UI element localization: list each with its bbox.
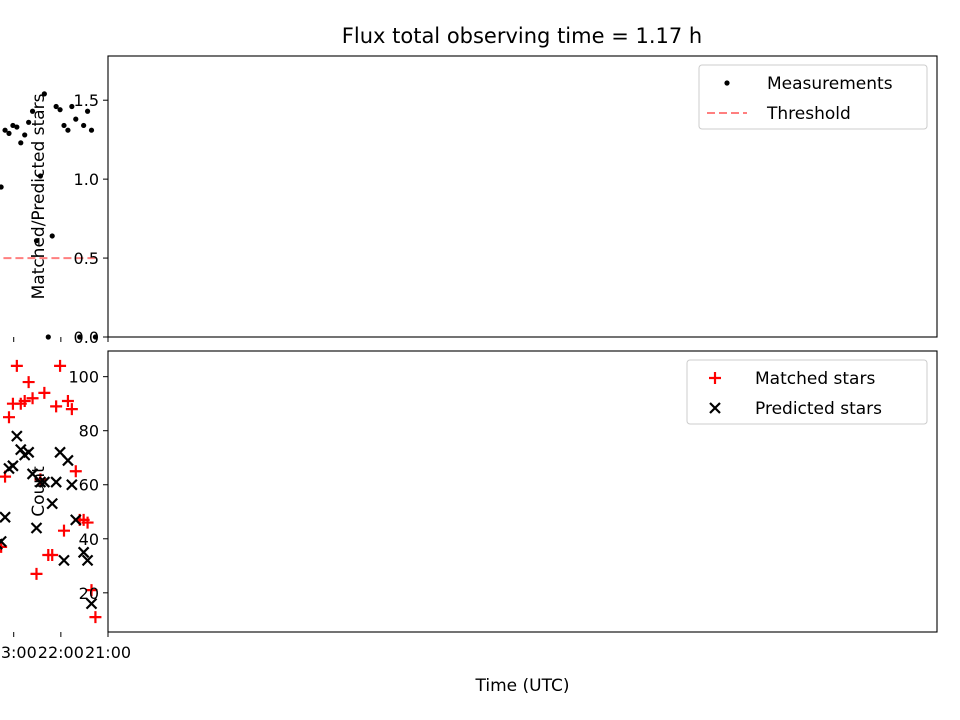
bottom-panel: 2040608010021:0022:0023:0000:0001:0002:0… [0,350,938,696]
y-tick-label: 0.5 [74,249,99,268]
data-point [3,462,15,475]
legend-marker [709,372,721,384]
data-point [85,584,98,597]
x-tick-label: 22:00 [38,643,84,662]
data-point [15,443,27,456]
legend: Measurements Threshold [698,64,928,130]
legend-label: Threshold [766,104,851,124]
data-point [54,446,66,459]
data-point [57,107,63,113]
top-panel: 0.0 0.5 1.0 1.5 Matched/Predicted stars Measu… [0,55,938,347]
y-tick-label: 1.5 [74,91,99,110]
data-point [30,522,43,534]
data-point [66,478,78,491]
data-point [6,397,19,410]
data-point [46,497,58,510]
data-point [65,403,78,416]
x-tick-label: 23:00 [0,643,37,662]
y-axis-label: Count [29,466,49,517]
series-1 [0,430,98,610]
data-point [14,124,20,130]
data-point [0,184,4,190]
data-point [54,359,67,372]
legend-marker [724,80,730,86]
data-point [10,359,23,372]
data-point [6,130,12,136]
data-point [70,514,82,526]
data-point [18,140,24,146]
data-point [73,116,79,122]
data-point [2,411,15,424]
data-point [53,103,59,110]
data-point [77,546,90,559]
data-point [57,524,70,537]
legend-label: Measurements [767,74,893,94]
data-point [22,376,35,389]
data-point [29,108,36,114]
x-axis-label: Time (UTC) [475,676,570,696]
data-point [61,394,74,407]
data-point [89,611,102,624]
data-point [37,173,44,179]
data-point [81,554,94,567]
data-point [41,91,47,97]
data-point [84,108,91,114]
data-point [88,127,95,133]
data-point [49,233,55,239]
legend: Matched stars Predicted stars [686,359,928,425]
data-point [61,122,67,129]
data-point [26,119,32,125]
legend-label: Matched stars [755,369,875,389]
x-tick-label: 21:00 [85,643,131,662]
data-point [85,597,98,610]
data-point [26,468,39,480]
series-0 [0,91,99,340]
data-point [65,127,71,133]
data-point [22,132,28,138]
data-point [45,334,51,340]
data-point [0,538,3,550]
axes-frame [107,55,938,338]
y-tick-label: 80 [79,422,99,441]
data-point [38,476,51,488]
data-point [58,554,70,567]
data-point [42,548,55,561]
y-tick-label: 100 [68,368,99,387]
legend-label: Predicted stars [755,399,882,419]
data-point [38,386,51,399]
data-point [0,511,11,523]
data-point [2,127,8,133]
data-point [26,392,39,405]
y-tick-label: 1.0 [74,170,99,189]
data-point [69,465,82,478]
data-point [10,122,16,129]
legend-box [686,359,928,425]
legend-marker [709,402,721,414]
chart-title: Flux total observing time = 1.17 h [342,24,702,48]
y-tick-label: 60 [79,476,99,495]
data-point [81,122,87,129]
data-point [33,238,40,244]
data-point [50,400,63,413]
y-tick-label: 40 [79,530,99,549]
y-tick-label: 0.0 [74,328,99,347]
data-point [69,103,75,110]
y-axis-label: Matched/Predicted stars [29,93,49,299]
data-point [77,334,83,340]
axes-frame [107,350,938,633]
data-point [11,430,23,442]
data-point [50,476,62,488]
data-point [30,567,43,580]
data-point [92,334,99,340]
y-tick-label: 20 [79,584,99,603]
legend-box [698,64,928,130]
